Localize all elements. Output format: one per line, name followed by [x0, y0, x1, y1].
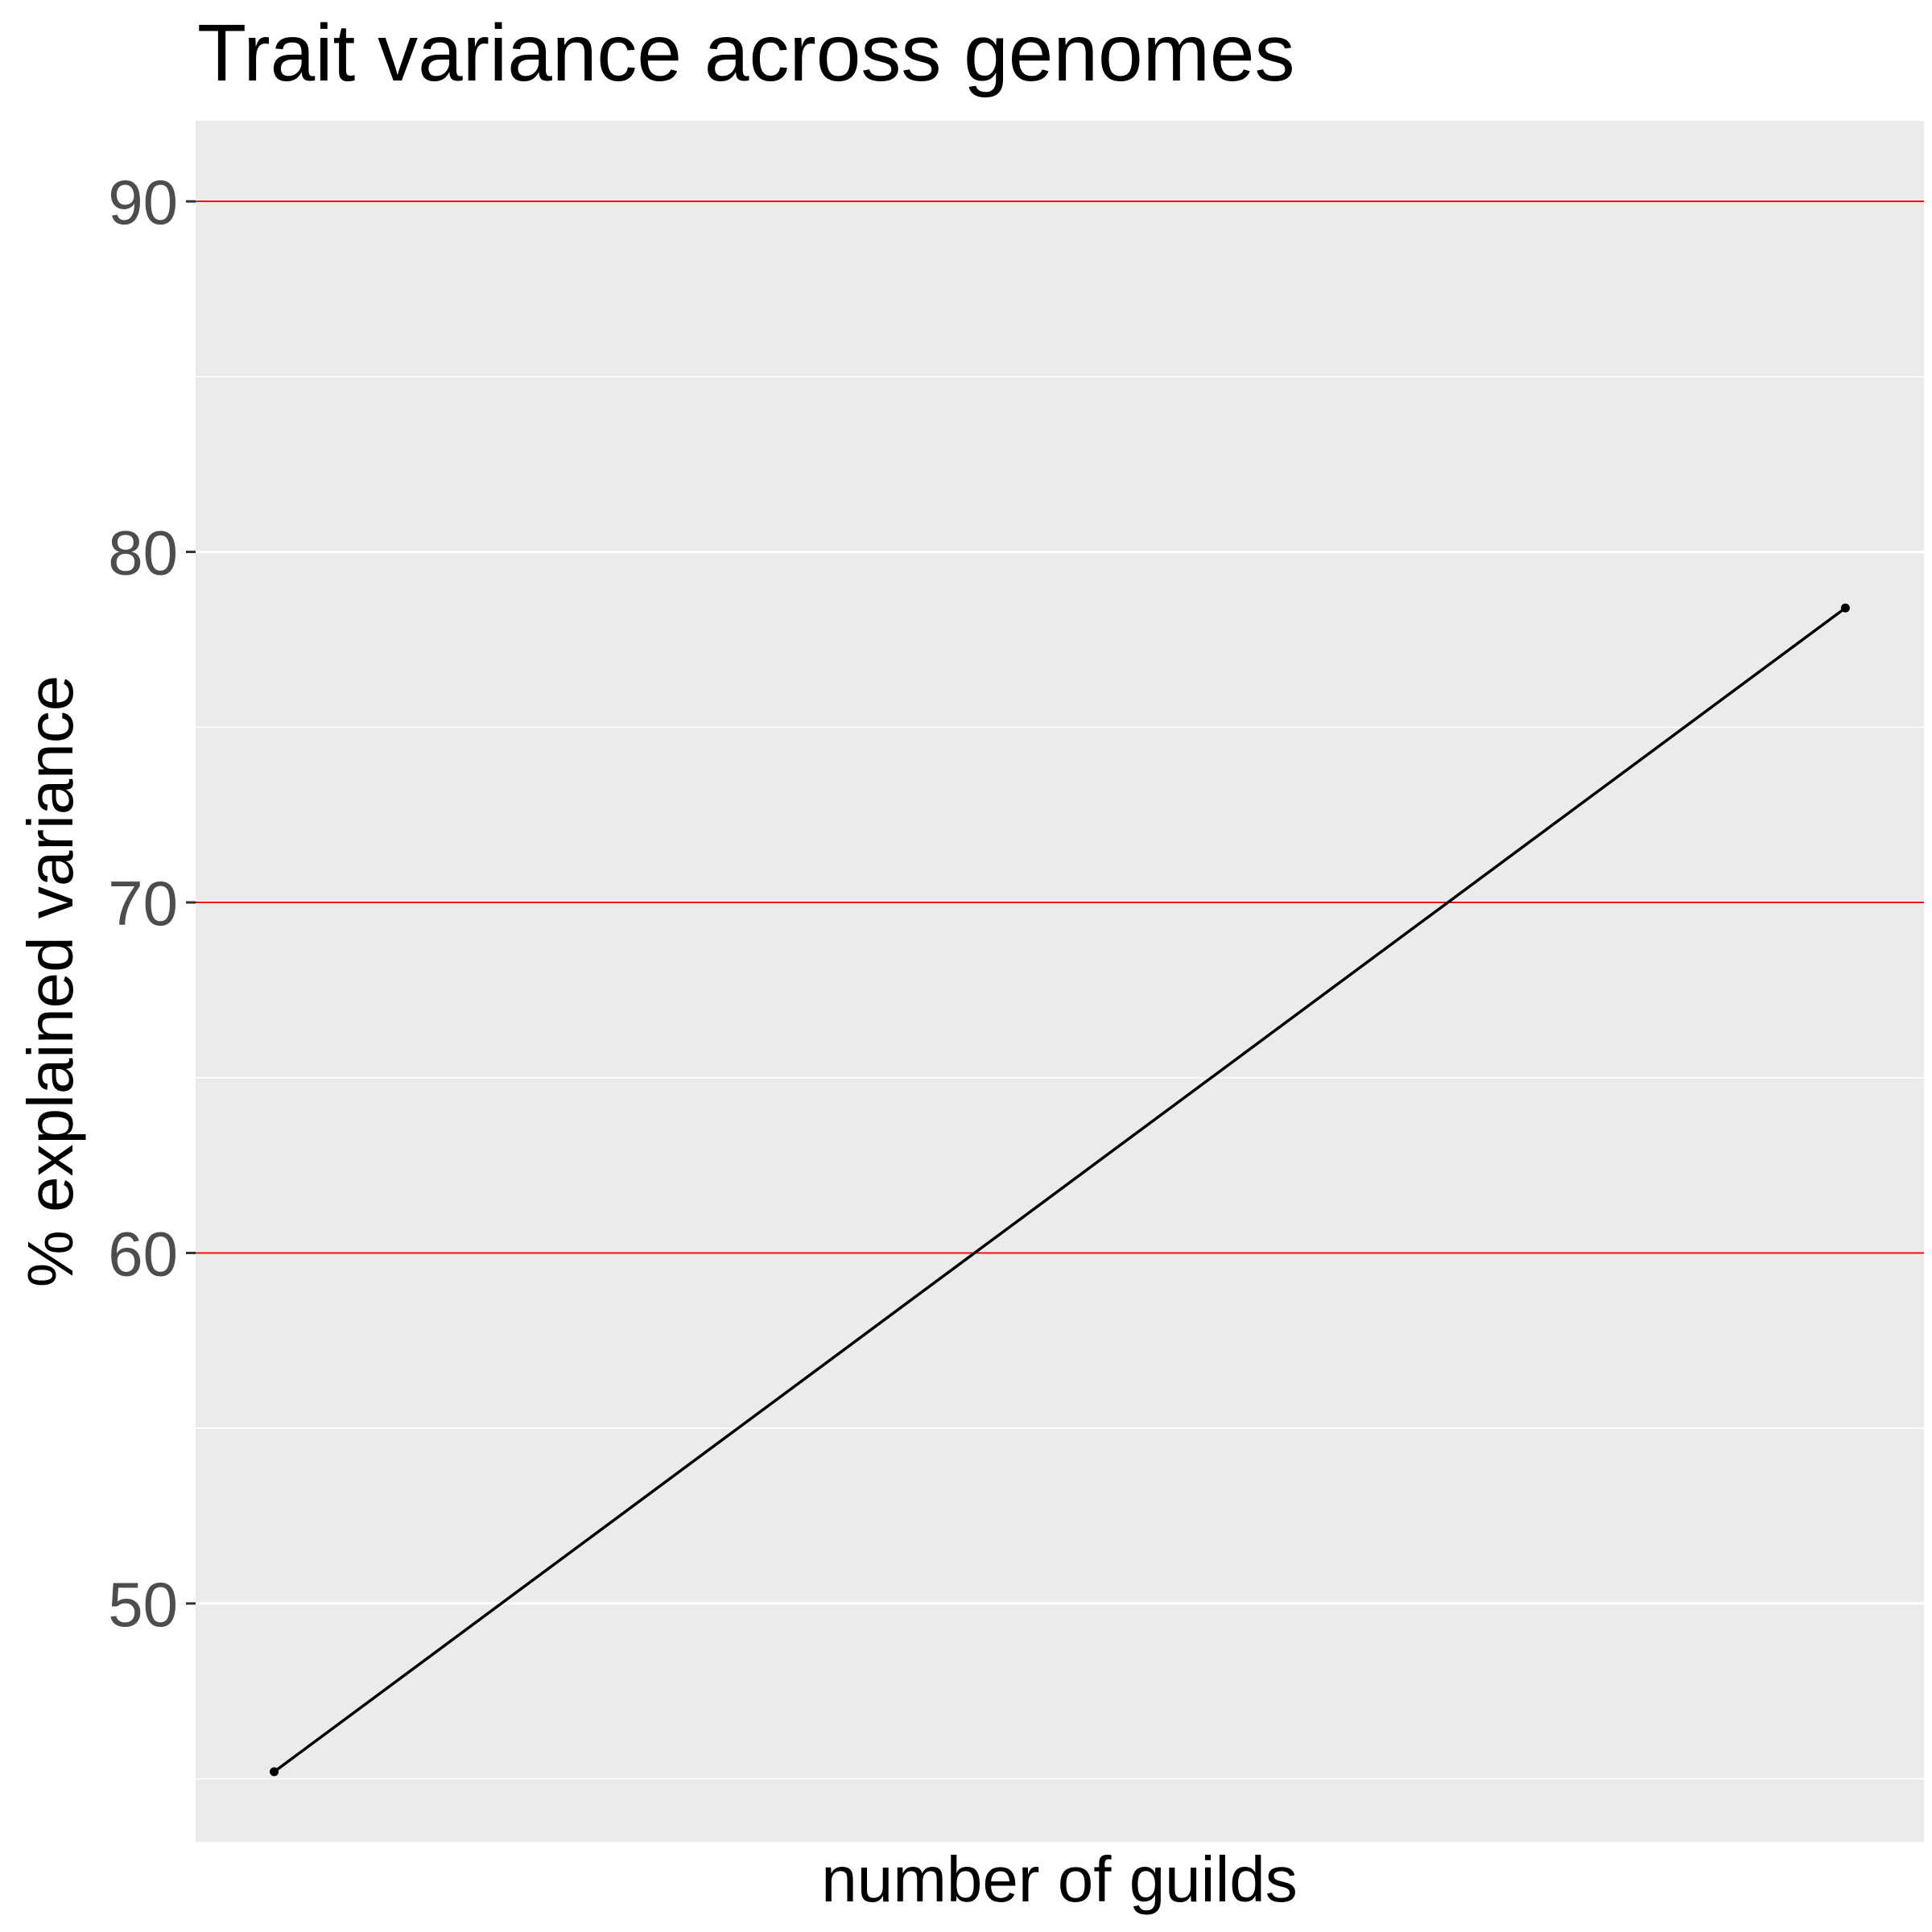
series-line [273, 606, 1847, 1773]
y-axis-tick-labels: 50 60 70 80 90 [108, 167, 178, 1640]
reference-lines [196, 200, 1924, 1254]
minor-gridlines [196, 376, 1924, 1780]
data-point [1840, 603, 1850, 613]
data-point [270, 1767, 279, 1777]
y-tick-label: 70 [108, 868, 178, 939]
y-tick-label: 60 [108, 1218, 178, 1289]
y-tick-label: 50 [108, 1569, 178, 1640]
series-layer [270, 603, 1850, 1777]
y-tick-label: 90 [108, 167, 178, 237]
y-tick-label: 80 [108, 518, 178, 588]
plot-panel [196, 121, 1924, 1842]
y-axis-ticks [186, 200, 196, 1605]
chart-title: Trait variance across genomes [197, 8, 1295, 98]
y-axis-title: % explained variance [14, 675, 86, 1287]
x-axis-title: number of guilds [821, 1843, 1297, 1915]
